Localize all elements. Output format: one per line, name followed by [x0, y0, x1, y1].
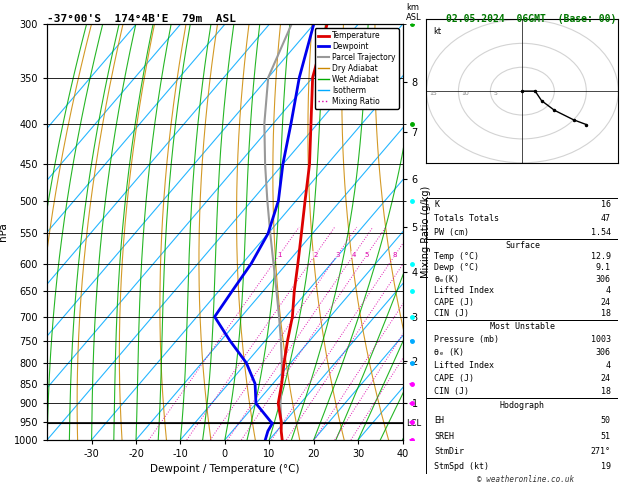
Text: 2: 2 [313, 252, 318, 258]
Text: 4: 4 [352, 252, 356, 258]
Text: 306: 306 [596, 348, 611, 357]
Y-axis label: Mixing Ratio (g/kg): Mixing Ratio (g/kg) [421, 186, 431, 278]
Text: 4: 4 [606, 286, 611, 295]
Text: θₑ(K): θₑ(K) [434, 275, 459, 284]
Text: 4: 4 [606, 361, 611, 370]
Text: 8: 8 [393, 252, 398, 258]
Text: 1003: 1003 [591, 335, 611, 344]
Text: Lifted Index: Lifted Index [434, 286, 494, 295]
Text: 19: 19 [601, 462, 611, 471]
Text: Pressure (mb): Pressure (mb) [434, 335, 499, 344]
Text: km
ASL: km ASL [406, 3, 421, 22]
Text: 306: 306 [596, 275, 611, 284]
Text: kt: kt [433, 27, 441, 35]
Text: CIN (J): CIN (J) [434, 387, 469, 396]
Text: K: K [434, 200, 439, 209]
Text: 1: 1 [277, 252, 282, 258]
Text: 12.9: 12.9 [591, 252, 611, 261]
Text: 3: 3 [335, 252, 340, 258]
Text: 16: 16 [601, 200, 611, 209]
Text: EH: EH [434, 417, 444, 425]
Text: © weatheronline.co.uk: © weatheronline.co.uk [477, 474, 574, 484]
Text: Totals Totals: Totals Totals [434, 214, 499, 223]
Text: Lifted Index: Lifted Index [434, 361, 494, 370]
Text: Surface: Surface [505, 241, 540, 249]
Text: 24: 24 [601, 374, 611, 383]
Text: 51: 51 [601, 432, 611, 440]
Text: CAPE (J): CAPE (J) [434, 298, 474, 307]
Text: 18: 18 [601, 387, 611, 396]
Text: 1.54: 1.54 [591, 228, 611, 237]
Text: 5: 5 [365, 252, 369, 258]
Text: StmSpd (kt): StmSpd (kt) [434, 462, 489, 471]
X-axis label: Dewpoint / Temperature (°C): Dewpoint / Temperature (°C) [150, 465, 299, 474]
Text: CAPE (J): CAPE (J) [434, 374, 474, 383]
Text: 02.05.2024  06GMT  (Base: 00): 02.05.2024 06GMT (Base: 00) [447, 14, 616, 24]
Text: Most Unstable: Most Unstable [490, 322, 555, 330]
Text: 18: 18 [601, 309, 611, 318]
Text: 10: 10 [462, 91, 469, 96]
Text: 50: 50 [601, 417, 611, 425]
Text: Hodograph: Hodograph [500, 401, 545, 410]
Legend: Temperature, Dewpoint, Parcel Trajectory, Dry Adiabat, Wet Adiabat, Isotherm, Mi: Temperature, Dewpoint, Parcel Trajectory… [314, 28, 399, 109]
Text: 47: 47 [601, 214, 611, 223]
Text: θₑ (K): θₑ (K) [434, 348, 464, 357]
Text: Dewp (°C): Dewp (°C) [434, 263, 479, 273]
Text: -37°00'S  174°4B'E  79m  ASL: -37°00'S 174°4B'E 79m ASL [47, 14, 236, 23]
Text: SREH: SREH [434, 432, 454, 440]
Y-axis label: hPa: hPa [0, 223, 8, 242]
Text: StmDir: StmDir [434, 447, 464, 456]
Text: 15: 15 [430, 91, 437, 96]
Text: CIN (J): CIN (J) [434, 309, 469, 318]
Text: 5: 5 [494, 91, 498, 96]
Text: 9.1: 9.1 [596, 263, 611, 273]
Text: PW (cm): PW (cm) [434, 228, 469, 237]
Text: LCL: LCL [406, 419, 421, 428]
Text: Temp (°C): Temp (°C) [434, 252, 479, 261]
Text: 271°: 271° [591, 447, 611, 456]
Text: 24: 24 [601, 298, 611, 307]
